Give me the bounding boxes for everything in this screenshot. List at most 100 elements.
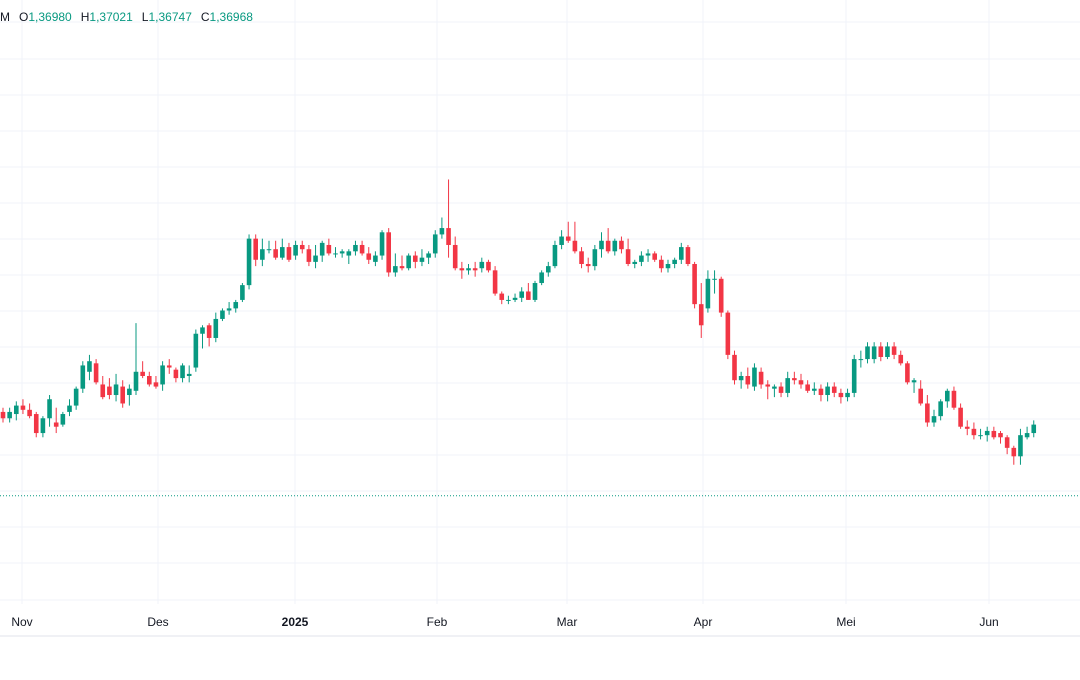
candle[interactable] <box>698 283 704 338</box>
candle[interactable] <box>220 308 225 322</box>
candle[interactable] <box>306 244 312 267</box>
candle[interactable] <box>353 240 358 256</box>
candle[interactable] <box>705 270 711 313</box>
candle[interactable] <box>67 399 72 417</box>
candle[interactable] <box>552 240 558 269</box>
candle[interactable] <box>871 342 877 364</box>
candle[interactable] <box>599 232 604 258</box>
candle[interactable] <box>60 411 66 427</box>
candle[interactable] <box>14 401 19 421</box>
candle[interactable] <box>526 283 531 300</box>
candles[interactable] <box>0 179 1037 465</box>
candle[interactable] <box>546 261 551 277</box>
candle[interactable] <box>27 403 32 419</box>
candle[interactable] <box>885 342 890 360</box>
candle[interactable] <box>399 255 405 271</box>
candle[interactable] <box>452 236 458 271</box>
candle[interactable] <box>851 354 857 398</box>
candle[interactable] <box>732 350 737 385</box>
candle[interactable] <box>1031 420 1037 438</box>
candle[interactable] <box>991 426 997 440</box>
candle[interactable] <box>865 342 870 364</box>
candle[interactable] <box>113 373 119 402</box>
candle[interactable] <box>1018 428 1023 465</box>
candle[interactable] <box>745 367 751 389</box>
candle[interactable] <box>260 238 265 267</box>
candle[interactable] <box>100 376 106 400</box>
candle[interactable] <box>47 395 52 427</box>
candle[interactable] <box>293 240 298 260</box>
candle[interactable] <box>386 228 391 277</box>
candle[interactable] <box>313 244 318 269</box>
candle[interactable] <box>233 299 239 313</box>
candle[interactable] <box>107 378 112 400</box>
candle[interactable] <box>738 371 744 389</box>
candle[interactable] <box>632 259 638 269</box>
candle[interactable] <box>605 228 611 254</box>
candle[interactable] <box>339 249 345 258</box>
candle[interactable] <box>253 234 258 267</box>
candle[interactable] <box>998 430 1003 444</box>
candle[interactable] <box>7 407 12 423</box>
candle[interactable] <box>206 323 212 347</box>
candle[interactable] <box>798 373 804 389</box>
candle[interactable] <box>492 266 498 296</box>
candle[interactable] <box>180 363 185 383</box>
candle[interactable] <box>319 240 325 262</box>
candle[interactable] <box>40 416 46 438</box>
candle[interactable] <box>585 257 591 273</box>
candle[interactable] <box>333 247 338 258</box>
candle[interactable] <box>825 382 830 402</box>
candle[interactable] <box>459 261 465 279</box>
candle[interactable] <box>499 291 505 305</box>
candle[interactable] <box>639 251 644 267</box>
candle[interactable] <box>240 283 245 303</box>
candle[interactable] <box>559 230 564 250</box>
candle[interactable] <box>286 242 292 262</box>
candle[interactable] <box>659 255 664 273</box>
candle[interactable] <box>891 342 897 360</box>
candle[interactable] <box>718 276 724 317</box>
candle[interactable] <box>772 384 777 398</box>
candle[interactable] <box>692 261 697 309</box>
candle[interactable] <box>393 253 398 277</box>
candle[interactable] <box>472 261 478 277</box>
candle[interactable] <box>845 388 850 402</box>
candle[interactable] <box>226 302 232 315</box>
candle[interactable] <box>246 234 252 290</box>
candle[interactable] <box>193 329 199 372</box>
candle[interactable] <box>439 217 445 239</box>
candle[interactable] <box>625 238 631 267</box>
candle[interactable] <box>758 367 764 389</box>
candle[interactable] <box>592 244 598 271</box>
candle[interactable] <box>752 363 757 391</box>
candle[interactable] <box>951 386 957 410</box>
candle[interactable] <box>53 407 59 434</box>
candle[interactable] <box>140 361 145 379</box>
candle[interactable] <box>266 240 272 254</box>
candle[interactable] <box>964 420 970 436</box>
candle[interactable] <box>539 270 544 286</box>
candle[interactable] <box>565 221 571 243</box>
candle[interactable] <box>413 251 418 269</box>
candle[interactable] <box>958 403 963 429</box>
candle[interactable] <box>905 361 910 385</box>
candle[interactable] <box>73 386 79 410</box>
candle[interactable] <box>147 371 152 387</box>
candle[interactable] <box>665 259 671 273</box>
candle[interactable] <box>33 411 39 438</box>
candle[interactable] <box>805 380 810 393</box>
candle[interactable] <box>619 236 624 254</box>
candle[interactable] <box>406 253 411 271</box>
candle[interactable] <box>898 350 904 366</box>
candle[interactable] <box>645 249 651 262</box>
candle[interactable] <box>685 244 691 267</box>
candle[interactable] <box>153 376 159 389</box>
candle[interactable] <box>127 384 132 406</box>
candle[interactable] <box>1011 445 1017 465</box>
candle[interactable] <box>160 361 165 391</box>
candle[interactable] <box>366 247 372 264</box>
candle[interactable] <box>446 179 451 258</box>
candle[interactable] <box>712 270 717 294</box>
candle[interactable] <box>945 388 950 408</box>
